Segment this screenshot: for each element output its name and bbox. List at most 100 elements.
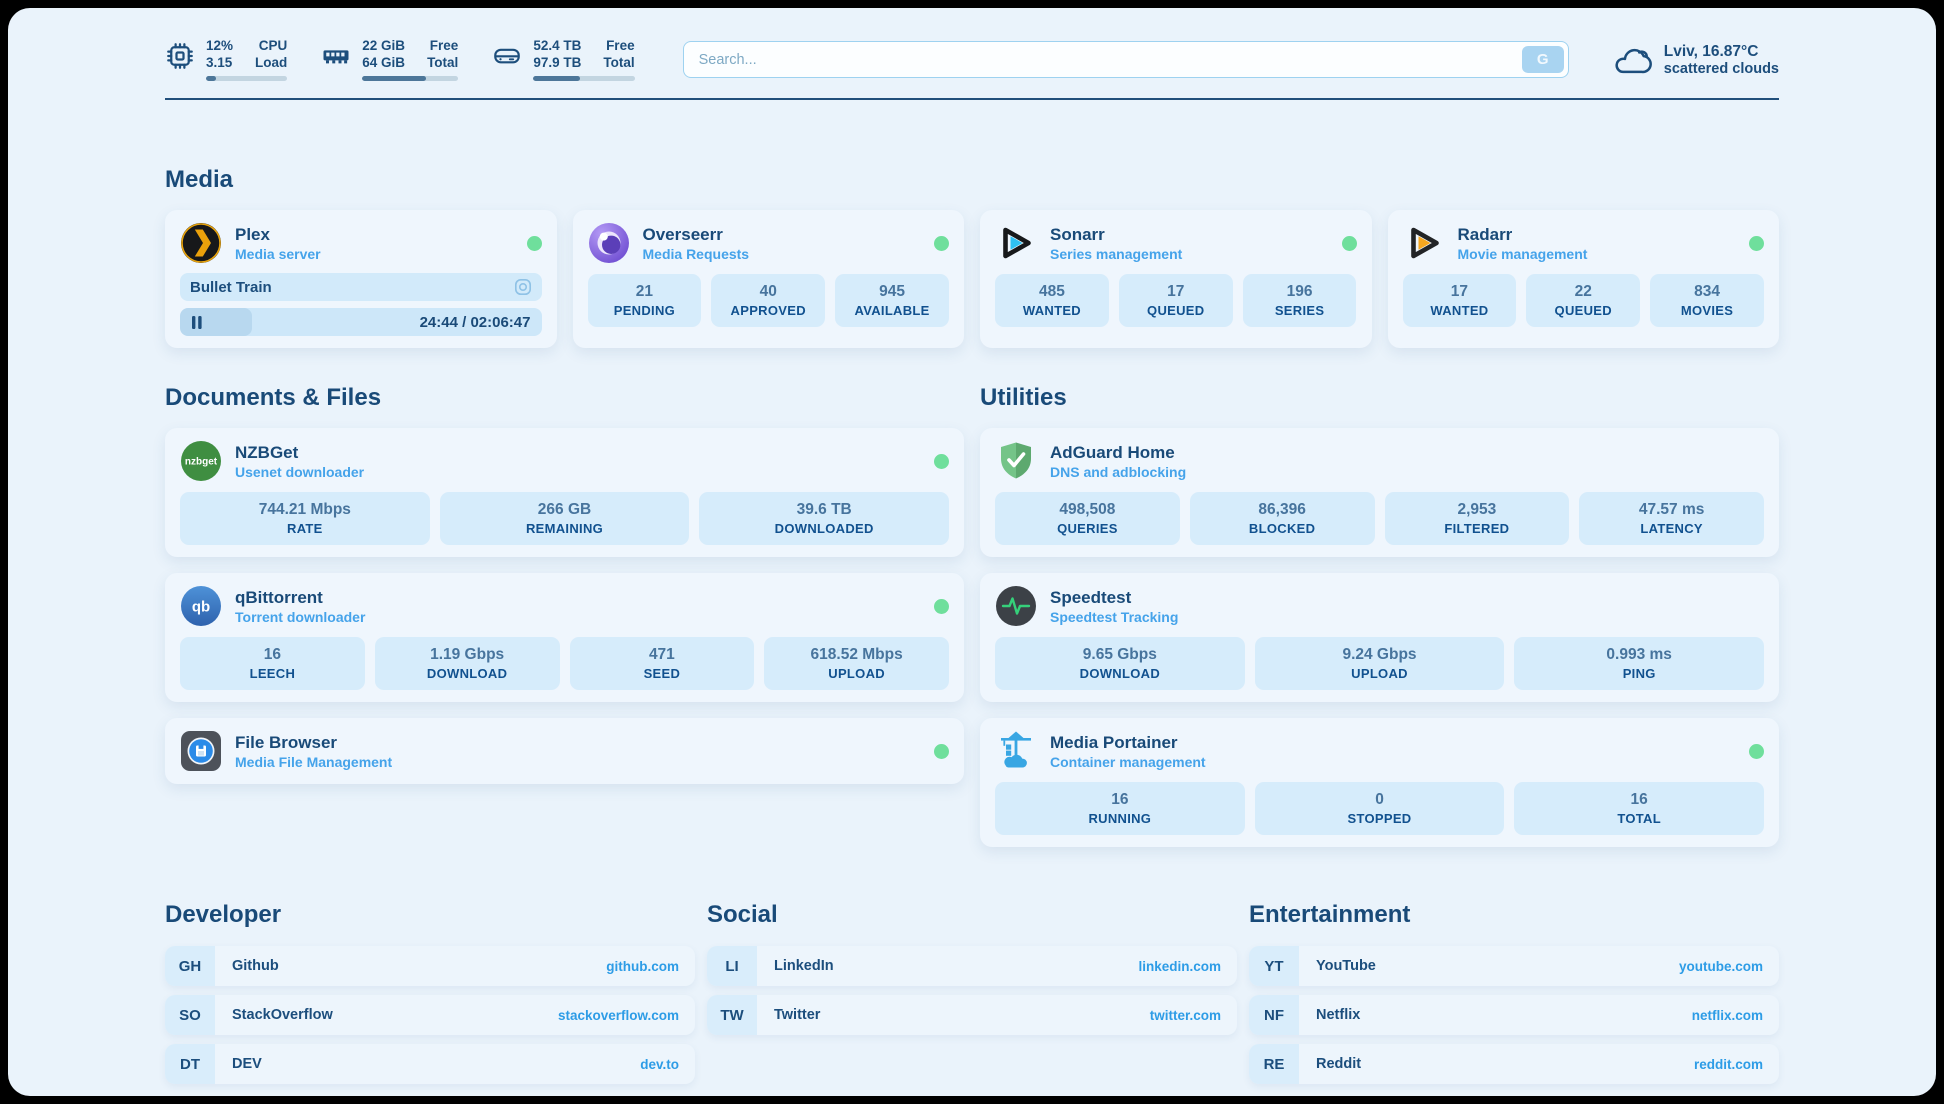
stat-rate: 744.21 Mbps RATE — [180, 492, 430, 545]
cpu-label: CPU — [258, 38, 288, 53]
cpu-stat: 12% CPU 3.15 Load — [165, 38, 288, 81]
svg-text:nzbget: nzbget — [185, 457, 218, 468]
app-card-radarr[interactable]: Radarr Movie management 17 WANTED 22 QUEUE… — [1387, 210, 1779, 348]
status-dot — [1749, 235, 1764, 251]
bookmark-stackoverflow[interactable]: SO StackOverflow stackoverflow.com — [165, 995, 695, 1035]
app-card-speedtest[interactable]: Speedtest Speedtest Tracking 9.65 Gbps DO… — [980, 573, 1779, 702]
app-card-filebrowser[interactable]: File Browser Media File Management — [165, 718, 964, 784]
ram-progress-bar — [362, 76, 459, 81]
bookmark-netflix[interactable]: NF Netflix netflix.com — [1249, 995, 1779, 1035]
app-card-adguard[interactable]: AdGuard Home DNS and adblocking 498,508 Q… — [980, 428, 1779, 557]
stat-upload: 618.52 Mbps UPLOAD — [764, 637, 949, 690]
bookmark-url[interactable]: dev.to — [640, 1056, 679, 1072]
disk-total-label: Total — [603, 55, 635, 70]
bookmark-name: Twitter — [774, 1007, 821, 1023]
stat-queued: 22 QUEUED — [1526, 274, 1641, 327]
disk-total-value: 97.9 TB — [533, 55, 582, 70]
section-title-documents: Documents & Files — [165, 384, 382, 411]
stat-ping: 0.993 ms PING — [1514, 637, 1765, 690]
weather-widget[interactable]: Lviv, 16.87°C scattered clouds — [1613, 43, 1779, 77]
speedtest-icon — [996, 586, 1036, 626]
stat-download: 1.19 Gbps DOWNLOAD — [374, 637, 560, 690]
weather-condition: scattered clouds — [1663, 60, 1779, 77]
app-name: Speedtest — [1050, 587, 1132, 607]
bookmark-url[interactable]: netflix.com — [1691, 1007, 1763, 1023]
app-card-overseerr[interactable]: Overseerr Media Requests 21 PENDING 40 APP… — [572, 210, 964, 348]
stat-download: 9.65 Gbps DOWNLOAD — [995, 637, 1245, 690]
status-dot — [934, 743, 949, 759]
bookmark-name: YouTube — [1316, 958, 1376, 974]
app-name: Media Portainer — [1050, 732, 1178, 752]
section-title-media: Media — [165, 166, 234, 193]
disk-stat: 52.4 TB Free 97.9 TB Total — [492, 38, 635, 81]
nzbget-icon: nzbget — [181, 441, 221, 481]
bookmark-url[interactable]: twitter.com — [1149, 1007, 1221, 1023]
adguard-icon — [1001, 442, 1031, 479]
app-name: File Browser — [235, 732, 338, 752]
section-title-social: Social — [707, 901, 778, 928]
stat-blocked: 86,396 BLOCKED — [1189, 492, 1375, 545]
bookmark-name: Netflix — [1316, 1007, 1361, 1023]
bookmark-linkedin[interactable]: LI LinkedIn linkedin.com — [707, 946, 1237, 986]
session-title: Bullet Train — [190, 278, 272, 296]
bookmark-tag: RE — [1249, 1044, 1299, 1084]
stat-running: 16 RUNNING — [995, 782, 1245, 835]
app-subtitle: Movie management — [1457, 245, 1588, 262]
bookmark-tag: SO — [165, 995, 215, 1035]
ram-icon — [323, 50, 349, 64]
stat-wanted: 485 WANTED — [995, 274, 1109, 327]
bookmark-reddit[interactable]: RE Reddit reddit.com — [1249, 1044, 1779, 1084]
app-card-sonarr[interactable]: Sonarr Series management 485 WANTED 17 QUE… — [980, 210, 1372, 348]
app-card-nzbget[interactable]: nzbget NZBGet Usenet downloader 744.21 M… — [165, 428, 964, 557]
filebrowser-icon — [181, 731, 221, 771]
plex-player-bar[interactable]: 24:44 / 02:06:47 — [180, 308, 542, 336]
bookmark-tag: TW — [707, 995, 757, 1035]
search-input[interactable] — [682, 41, 1569, 78]
app-card-plex[interactable]: Plex Media server Bullet Train — [165, 210, 557, 348]
section-documents: Documents & Files nzbget NZBGet Usenet d… — [165, 384, 964, 847]
app-name: Sonarr — [1050, 224, 1105, 244]
ram-total-value: 64 GiB — [362, 55, 406, 70]
plex-session-row[interactable]: Bullet Train — [180, 273, 542, 301]
bookmark-tag: GH — [165, 946, 215, 986]
bookmark-youtube[interactable]: YT YouTube youtube.com — [1249, 946, 1779, 986]
app-name: Plex — [235, 224, 270, 244]
bookmark-twitter[interactable]: TW Twitter twitter.com — [707, 995, 1237, 1035]
cloud-icon — [1615, 48, 1652, 73]
app-card-portainer[interactable]: Media Portainer Container management 16 R… — [980, 718, 1779, 847]
status-dot — [526, 235, 542, 251]
app-card-qbittorrent[interactable]: qb qBittorrent Torrent downloader 16 LEEC… — [165, 573, 964, 702]
bookmark-group-developer: Developer GH Github github.com SO StackO… — [165, 901, 695, 1084]
bookmark-url[interactable]: reddit.com — [1693, 1056, 1763, 1072]
bookmark-dev[interactable]: DT DEV dev.to — [165, 1044, 695, 1084]
app-name: AdGuard Home — [1050, 442, 1175, 462]
header-divider — [165, 98, 1779, 100]
ram-free-label: Free — [429, 38, 459, 53]
bookmark-url[interactable]: github.com — [606, 958, 679, 974]
stat-downloaded: 39.6 TB DOWNLOADED — [699, 492, 950, 545]
disk-free-value: 52.4 TB — [533, 38, 582, 53]
bookmark-name: LinkedIn — [774, 958, 834, 974]
pause-icon[interactable] — [192, 315, 202, 329]
section-title-developer: Developer — [165, 901, 282, 928]
player-progress-fill — [180, 308, 253, 336]
search-engine-button[interactable]: G — [1521, 46, 1564, 73]
status-dot — [934, 235, 949, 251]
stat-latency: 47.57 ms LATENCY — [1579, 492, 1764, 545]
stat-series: 196 SERIES — [1242, 274, 1357, 327]
stat-seed: 471 SEED — [569, 637, 755, 690]
ram-total-label: Total — [427, 55, 459, 70]
bookmark-url[interactable]: stackoverflow.com — [557, 1007, 679, 1023]
session-info-icon[interactable] — [514, 278, 532, 296]
bookmark-url[interactable]: linkedin.com — [1138, 958, 1221, 974]
bookmark-tag: DT — [165, 1044, 215, 1084]
bookmark-github[interactable]: GH Github github.com — [165, 946, 695, 986]
section-media: Media Plex Media server B — [165, 166, 1779, 348]
bookmark-url[interactable]: youtube.com — [1678, 958, 1763, 974]
stat-wanted: 17 WANTED — [1402, 274, 1517, 327]
section-title-utilities: Utilities — [980, 384, 1067, 411]
plex-icon — [181, 223, 221, 263]
app-subtitle: Media File Management — [235, 753, 393, 770]
weather-location-temp: Lviv, 16.87°C — [1663, 42, 1759, 60]
svg-text:qb: qb — [192, 599, 210, 616]
